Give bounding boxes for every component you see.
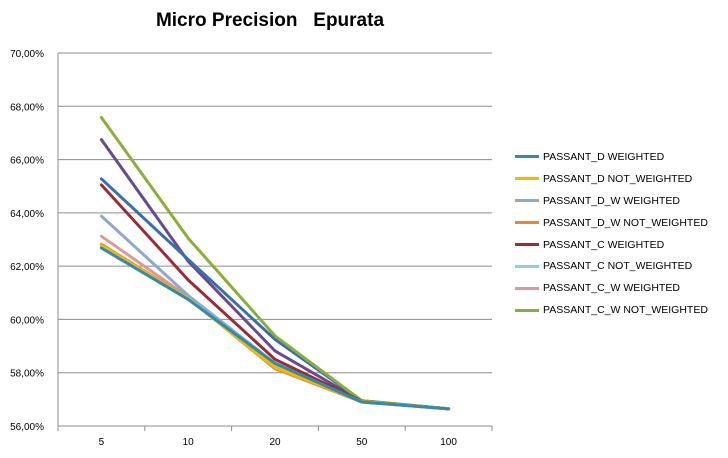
legend-label: PASSANT_D_W NOT_WEIGHTED <box>543 216 708 229</box>
legend-label: PASSANT_C_W NOT_WEIGHTED <box>543 304 708 317</box>
x-tick-label: 50 <box>356 437 368 448</box>
legend-item: PASSANT_C_W NOT_WEIGHTED <box>515 299 725 321</box>
legend-swatch <box>515 221 539 225</box>
series-line <box>99 242 451 411</box>
legend-item: PASSANT_D WEIGHTED <box>515 146 725 168</box>
legend-swatch <box>515 199 539 203</box>
legend-label: PASSANT_C_W WEIGHTED <box>543 282 680 295</box>
series-line <box>99 243 451 411</box>
y-tick-label: 70,00% <box>10 49 44 60</box>
y-tick-label: 60,00% <box>10 315 44 326</box>
x-tick-label: 20 <box>269 437 281 448</box>
legend-item: PASSANT_D_W NOT_WEIGHTED <box>515 212 725 234</box>
series-line <box>99 246 451 411</box>
chart-title: Micro Precision Epurata <box>155 10 385 31</box>
legend-swatch <box>515 177 539 181</box>
legend-swatch <box>515 308 539 312</box>
x-tick-label: 100 <box>440 437 457 448</box>
legend-swatch <box>515 286 539 290</box>
legend-item: PASSANT_C WEIGHTED <box>515 234 725 256</box>
y-tick-label: 64,00% <box>10 209 44 220</box>
y-tick-label: 66,00% <box>10 156 44 167</box>
legend-label: PASSANT_D NOT_WEIGHTED <box>543 172 693 185</box>
x-tick-label: 10 <box>183 437 195 448</box>
legend-item: PASSANT_D_W WEIGHTED <box>515 190 725 212</box>
legend-swatch <box>515 264 539 268</box>
y-tick-label: 56,00% <box>10 422 44 433</box>
y-tick-label: 58,00% <box>10 369 44 380</box>
legend-item: PASSANT_C_W WEIGHTED <box>515 277 725 299</box>
x-tick-label: 5 <box>99 437 105 448</box>
legend-item: PASSANT_C NOT_WEIGHTED <box>515 255 725 277</box>
series-line <box>99 214 451 411</box>
legend-swatch <box>515 243 539 246</box>
legend-label: PASSANT_D_W WEIGHTED <box>543 194 680 207</box>
legend-label: PASSANT_C WEIGHTED <box>543 238 665 251</box>
legend-label: PASSANT_C NOT_WEIGHTED <box>543 260 693 273</box>
series-line <box>99 183 451 411</box>
legend-swatch <box>515 155 539 159</box>
y-tick-label: 68,00% <box>10 102 44 113</box>
legend: PASSANT_D WEIGHTED PASSANT_D NOT_WEIGHTED… <box>515 146 725 321</box>
y-tick-label: 62,00% <box>10 262 44 273</box>
legend-item: PASSANT_D NOT_WEIGHTED <box>515 168 725 190</box>
legend-label: PASSANT_D WEIGHTED <box>543 150 665 163</box>
